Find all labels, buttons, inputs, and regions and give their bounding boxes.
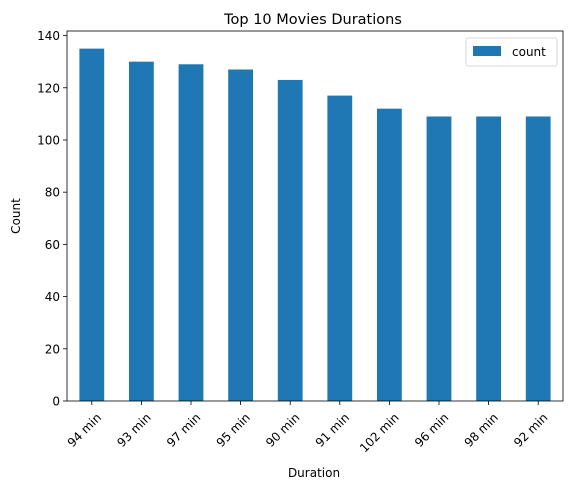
bar-93-min [129,61,154,401]
y-tick-label: 120 [37,81,60,95]
x-tick-label: 93 min [114,410,153,449]
y-axis-label: Count [9,198,23,234]
legend: count [465,37,558,67]
x-tick-label: 96 min [412,410,451,449]
bar-98-min [476,116,501,401]
bar-96-min [426,116,452,401]
y-tick-label: 0 [52,395,60,409]
x-tick-label: 94 min [65,410,104,449]
bar-95-min [228,69,253,401]
y-axis: 0 20 40 60 80 100 120 140 [37,29,67,409]
legend-box [465,37,558,67]
y-tick-label: 60 [45,238,60,252]
plot-frame [66,30,564,402]
x-axis: 94 min 93 min 97 min 95 min 90 min 91 min 102 … [65,401,551,455]
y-tick-label: 80 [45,186,60,200]
x-tick-label: 91 min [313,410,352,449]
x-tick-label: 90 min [263,410,302,449]
legend-label: count [512,45,546,59]
y-tick-label: 20 [45,342,60,356]
bar-94-min [79,48,105,401]
x-tick-label: 92 min [511,410,550,449]
bar-102-min [377,108,402,401]
bars-group [79,48,551,401]
x-tick-label: 95 min [214,410,253,449]
y-tick-label: 140 [37,29,60,43]
bar-97-min [178,64,204,401]
bar-91-min [327,95,353,401]
legend-swatch [473,46,501,56]
bar-90-min [277,79,303,401]
x-tick-label: 97 min [164,410,203,449]
x-axis-label: Duration [288,466,340,480]
x-tick-label: 98 min [462,410,501,449]
x-tick-label: 102 min [357,410,402,455]
y-tick-label: 100 [37,133,60,147]
y-tick-label: 40 [45,290,60,304]
chart-title: Top 10 Movies Durations [223,12,402,28]
bar-92-min [525,116,551,401]
